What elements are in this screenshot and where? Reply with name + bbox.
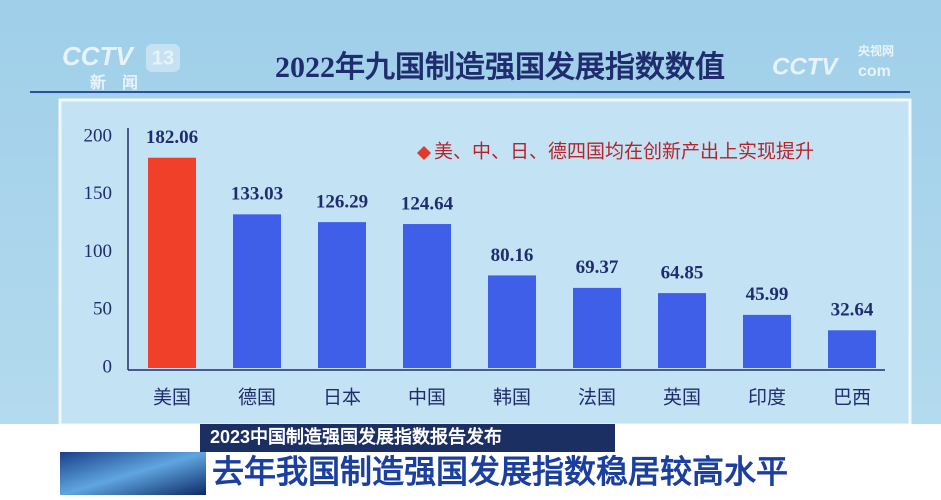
logo-number: 13 [152,47,174,69]
value-label: 80.16 [491,245,534,266]
bar [743,314,791,368]
banner-subtitle: 2023中国制造强国发展指数报告发布 [210,426,502,447]
logo-suffix: com [858,63,891,80]
y-tick-label: 150 [84,183,113,204]
x-tick-label: 中国 [408,386,446,408]
y-tick-label: 200 [84,125,113,146]
logo-right: CCTV com 央视网 [772,43,894,80]
y-tick-label: 50 [93,299,112,320]
plot-panel [58,98,912,427]
value-label: 124.64 [401,193,454,214]
y-tick-label: 100 [84,241,113,262]
x-tick-label: 美国 [153,386,191,408]
bar [488,275,536,368]
y-tick-label: 0 [103,356,113,377]
banner-headline: 去年我国制造强国发展指数稳居较高水平 [212,453,788,489]
logo-left: CCTV 13 新闻 [62,41,180,92]
x-tick-label: 日本 [323,386,361,408]
bar [828,330,876,368]
logo-label: 新闻 [90,73,154,92]
x-tick-label: 巴西 [833,387,871,408]
value-label: 126.29 [316,191,368,212]
annotation: 美、中、日、德四国均在创新产出上实现提升 [434,140,814,162]
x-tick-label: 印度 [748,386,786,408]
logo-name: CCTV [62,41,135,71]
value-label: 182.06 [146,127,198,148]
x-tick-label: 韩国 [493,386,531,408]
value-label: 69.37 [576,257,619,278]
x-tick-label: 德国 [238,386,276,408]
bar [148,157,196,368]
logo-badge [146,44,180,72]
x-tick-label: 英国 [663,386,701,408]
bar [318,222,366,368]
banner-subtitle-box [200,424,615,452]
logo-label: 央视网 [858,43,894,58]
value-label: 32.64 [831,300,874,321]
chart-title: 2022年九国制造强国发展指数数值 [275,51,725,84]
annotation-marker [417,146,431,160]
x-tick-label: 法国 [578,386,616,408]
bar [403,224,451,368]
logo-name: CCTV [772,53,839,80]
value-label: 133.03 [231,184,283,205]
banner-image [60,452,206,495]
value-label: 64.85 [661,262,704,283]
bar [573,287,621,368]
bar [233,214,281,368]
value-label: 45.99 [746,284,789,305]
bar [658,293,706,368]
